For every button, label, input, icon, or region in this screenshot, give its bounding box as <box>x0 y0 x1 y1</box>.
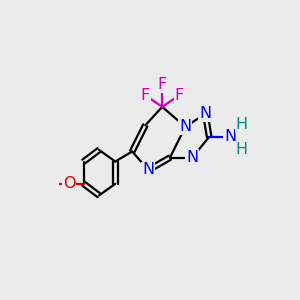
Text: H: H <box>236 142 247 157</box>
Text: N: N <box>224 129 236 144</box>
Text: N: N <box>199 106 212 121</box>
Text: N: N <box>142 163 154 178</box>
Text: N: N <box>179 119 191 134</box>
Text: F: F <box>141 88 150 103</box>
Text: F: F <box>158 77 167 92</box>
Text: H: H <box>236 117 247 132</box>
Text: F: F <box>175 88 184 103</box>
Text: N: N <box>186 150 198 165</box>
Text: O: O <box>63 176 75 191</box>
